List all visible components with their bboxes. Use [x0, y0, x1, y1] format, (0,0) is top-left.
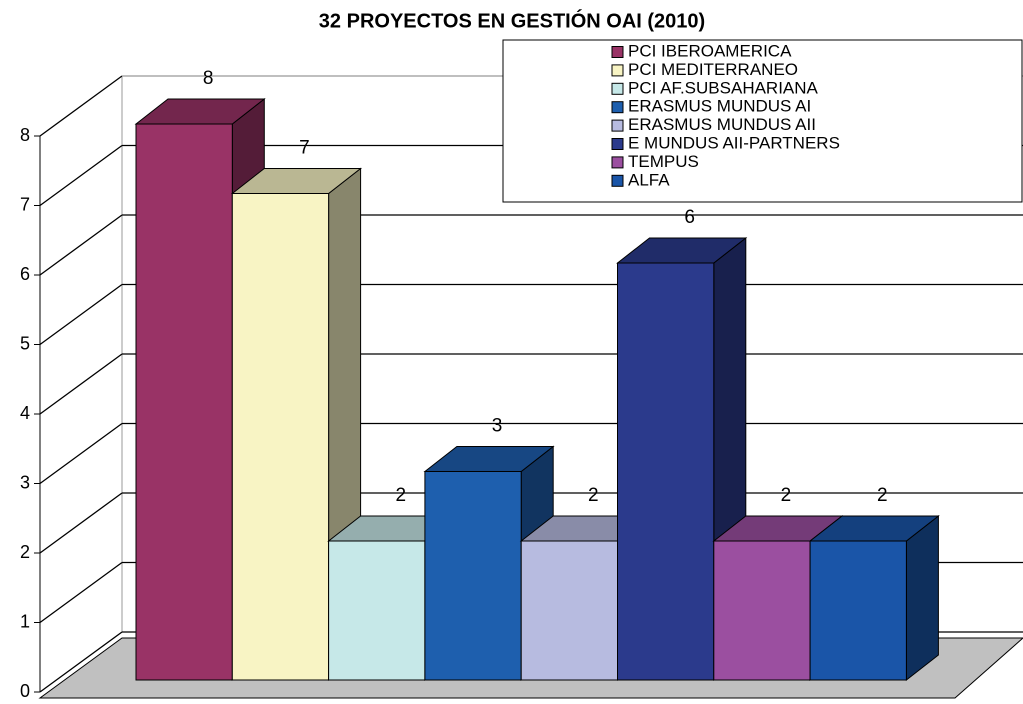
grid-line [39, 561, 123, 624]
legend-swatch [611, 156, 624, 169]
legend-swatch [611, 82, 624, 95]
bar [424, 471, 522, 681]
bar-side [905, 514, 939, 682]
legend-swatch [611, 46, 624, 58]
bar [617, 262, 715, 681]
legend-label: TEMPUS [628, 152, 699, 171]
value-label: 2 [588, 485, 599, 506]
legend-label: ALFA [628, 170, 670, 189]
y-tick-label: 8 [20, 125, 30, 145]
grid-line [39, 492, 123, 554]
legend-label: PCI MEDITERRANEO [628, 60, 798, 79]
value-label: 2 [877, 485, 888, 506]
y-tick-label: 4 [20, 403, 30, 423]
y-tick-label: 3 [20, 472, 30, 492]
bar [231, 193, 330, 681]
value-label: 8 [203, 68, 214, 89]
value-label: 2 [395, 485, 406, 506]
chart-title: 32 PROYECTOS EN GESTIÓN OAI (2010) [319, 8, 705, 32]
y-tick-label: 5 [20, 333, 30, 353]
bar [809, 540, 907, 681]
legend-label: ERASMUS MUNDUS AII [628, 115, 816, 134]
legend-label: ERASMUS MUNDUS AI [628, 97, 811, 116]
legend-swatch [611, 64, 624, 77]
value-label: 6 [684, 207, 695, 228]
grid-line [39, 631, 123, 693]
grid-line [39, 283, 123, 346]
legend-swatch [611, 174, 624, 187]
legend-label: PCI AF.SUBSAHARIANA [628, 78, 819, 97]
value-label: 7 [299, 138, 310, 159]
bar [135, 123, 233, 681]
legend-swatch [611, 101, 624, 114]
bar [713, 540, 811, 681]
grid-line [39, 214, 123, 276]
grid-line [39, 144, 123, 207]
grid-line [39, 422, 123, 485]
grid-line [39, 353, 123, 415]
y-tick-label: 1 [20, 611, 30, 631]
legend-box [502, 39, 1023, 203]
value-label: 3 [492, 416, 503, 437]
y-tick-label: 6 [20, 264, 30, 284]
y-tick-label: 0 [20, 681, 30, 701]
bar [328, 540, 426, 681]
y-tick-label: 2 [20, 542, 30, 562]
y-tick-label: 7 [20, 194, 30, 214]
legend-label: PCI IBEROAMERICA [628, 41, 792, 60]
value-label: 2 [781, 485, 792, 506]
grid-line [39, 75, 123, 137]
legend-swatch [611, 119, 624, 132]
legend-label: E MUNDUS AII-PARTNERS [628, 133, 840, 152]
legend-swatch [611, 138, 624, 150]
bar [520, 540, 619, 681]
